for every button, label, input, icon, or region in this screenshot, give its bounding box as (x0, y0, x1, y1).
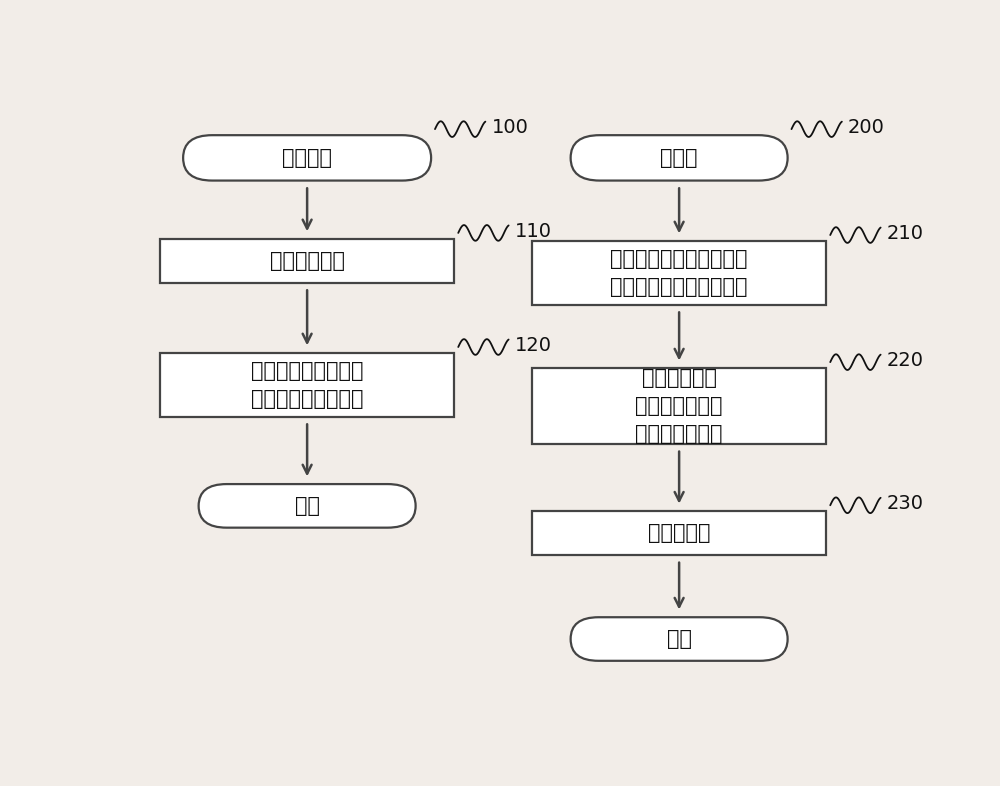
FancyBboxPatch shape (571, 617, 788, 661)
FancyBboxPatch shape (160, 353, 454, 417)
FancyBboxPatch shape (160, 239, 454, 282)
Text: 210: 210 (887, 224, 924, 243)
Text: 结束: 结束 (667, 629, 692, 649)
Text: 执行事先测量: 执行事先测量 (270, 251, 345, 270)
Text: 使用所计算出
的高频磁场脉冲
来创建摄像序列: 使用所计算出 的高频磁场脉冲 来创建摄像序列 (635, 368, 723, 444)
Text: 230: 230 (887, 494, 924, 513)
Text: 120: 120 (515, 336, 552, 354)
Text: 执行主测量: 执行主测量 (648, 523, 710, 543)
Text: 结束: 结束 (295, 496, 320, 516)
FancyBboxPatch shape (532, 241, 826, 305)
FancyBboxPatch shape (199, 484, 416, 527)
Text: 根据所计算出的倾斜磁场
输出来计算高频磁场脉冲: 根据所计算出的倾斜磁场 输出来计算高频磁场脉冲 (610, 249, 748, 297)
Text: 110: 110 (515, 222, 552, 241)
FancyBboxPatch shape (571, 135, 788, 181)
Text: 200: 200 (848, 118, 885, 137)
Text: 220: 220 (887, 351, 924, 370)
FancyBboxPatch shape (183, 135, 431, 181)
Text: 100: 100 (492, 118, 528, 137)
Text: 主测量: 主测量 (660, 148, 698, 168)
FancyBboxPatch shape (532, 368, 826, 444)
Text: 根据事先测量来计算
实际的倾斜磁场输出: 根据事先测量来计算 实际的倾斜磁场输出 (251, 361, 363, 409)
FancyBboxPatch shape (532, 512, 826, 555)
Text: 事先测量: 事先测量 (282, 148, 332, 168)
